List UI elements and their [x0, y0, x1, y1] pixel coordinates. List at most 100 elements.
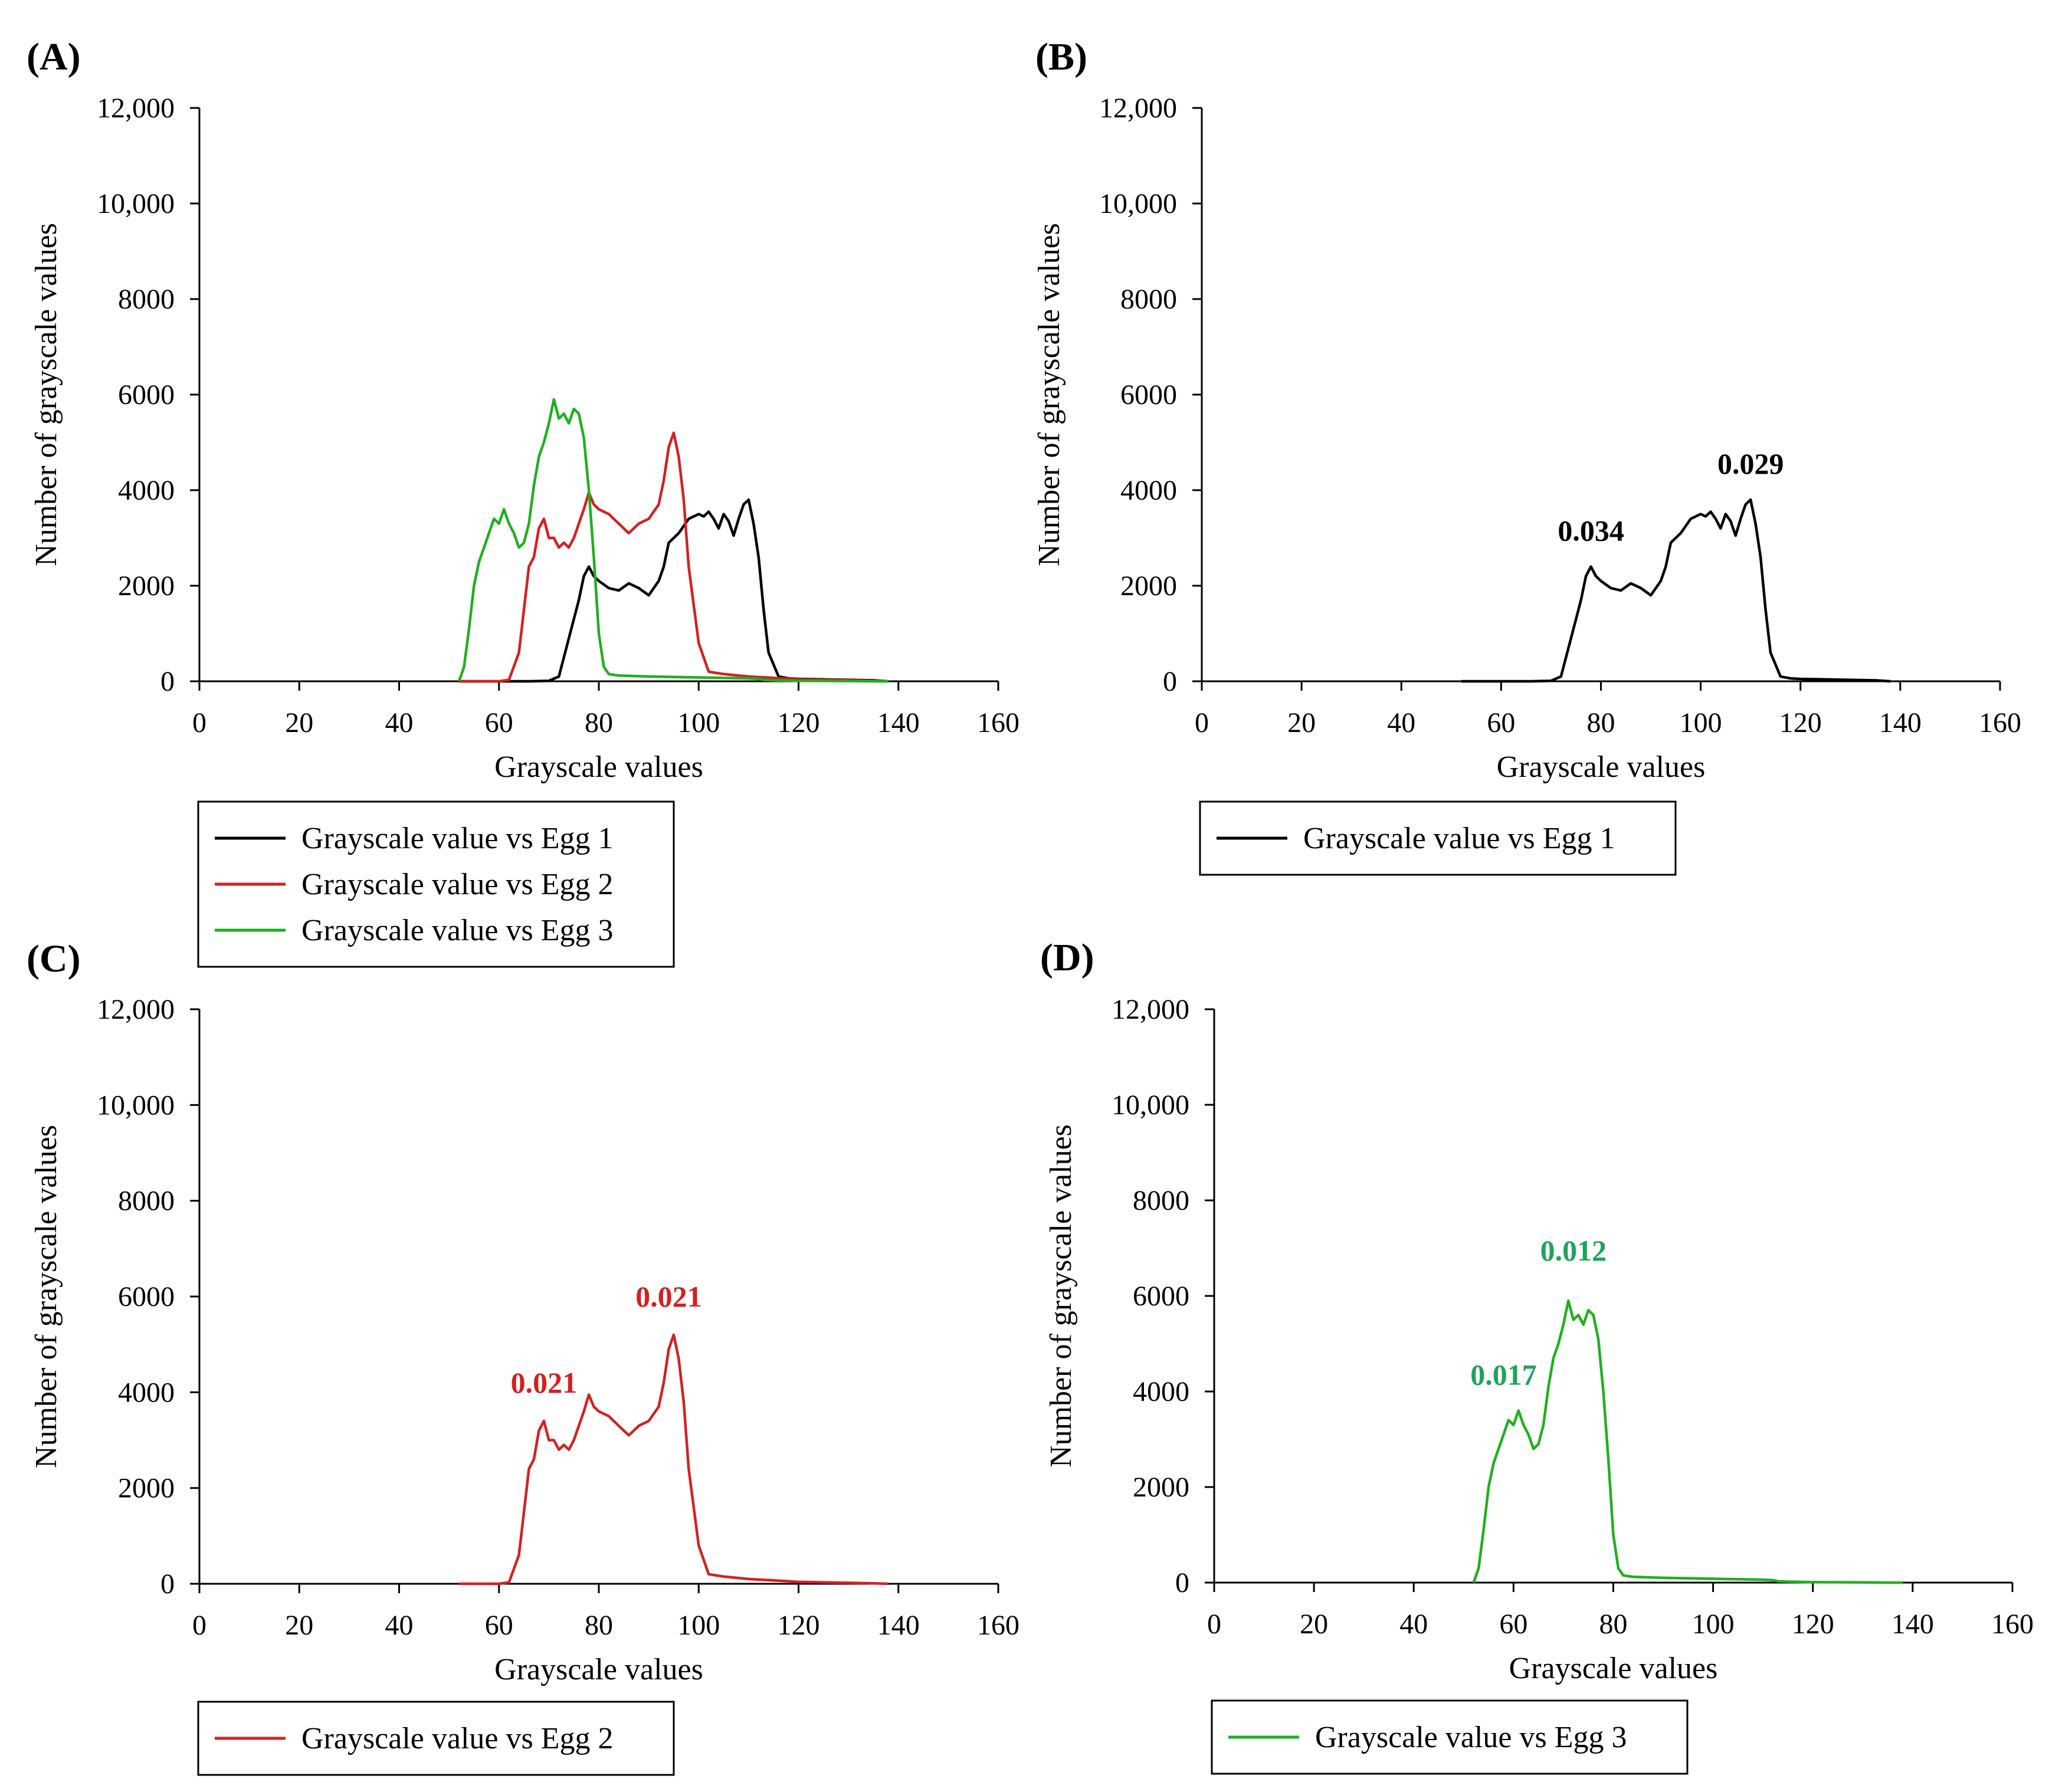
peak-annotation: 0.012 [1540, 1234, 1607, 1267]
legend-label: Grayscale value vs Egg 1 [301, 822, 613, 855]
panel-d: (D) 0 2000 4000 6000 8000 10,000 12,000 0 20 40 60 8… [1040, 936, 2034, 1775]
x-tick-label: 0 [1195, 707, 1209, 739]
legend-label: Grayscale value vs Egg 2 [301, 868, 613, 901]
y-tick-label: 8000 [118, 284, 175, 315]
x-tick-label: 40 [1387, 707, 1415, 739]
series-line-egg-3 [1472, 1299, 1903, 1584]
y-tick-label: 0 [160, 1568, 175, 1600]
y-tick-label: 6000 [118, 379, 175, 411]
x-tick-label: 20 [285, 707, 313, 739]
peak-annotation: 0.021 [511, 1366, 578, 1399]
y-tick-label: 4000 [118, 1377, 175, 1408]
x-tick-label: 100 [1692, 1609, 1735, 1640]
series-line-egg-2 [459, 1333, 889, 1586]
panel-b: (B) 0 2000 4000 6000 8000 10,000 12,000 0 20 40 60 8… [1032, 35, 2021, 876]
peak-annotation: 0.029 [1717, 447, 1784, 480]
y-tick-label: 4000 [118, 475, 175, 506]
legend: Grayscale value vs Egg 2 [197, 1701, 675, 1776]
y-tick-label: 2000 [118, 570, 175, 602]
y-axis-title: Number of grayscale values [29, 223, 63, 566]
y-axis-title: Number of grayscale values [1032, 223, 1066, 566]
y-tick-label: 0 [1163, 666, 1177, 697]
panel-label: (A) [27, 35, 81, 78]
x-tick-label: 0 [192, 1610, 206, 1641]
y-axis-title: Number of grayscale values [1044, 1124, 1078, 1468]
x-tick-label: 120 [1779, 707, 1822, 739]
x-axis-title: Grayscale values [1509, 1652, 1718, 1685]
x-tick-label: 140 [877, 1610, 920, 1641]
y-tick-label: 12,000 [97, 994, 175, 1025]
y-tick-label: 10,000 [1112, 1089, 1189, 1121]
x-tick-label: 40 [385, 707, 414, 739]
x-tick-label: 0 [1207, 1609, 1221, 1640]
y-tick-label: 6000 [1133, 1281, 1189, 1312]
x-tick-label: 140 [877, 707, 920, 739]
panel-c: (C) 0 2000 4000 6000 8000 10,000 12,000 0 20 40 60 8… [27, 937, 1019, 1776]
x-tick-label: 140 [1879, 707, 1922, 739]
x-tick-label: 160 [977, 707, 1019, 739]
x-tick-label: 100 [1680, 707, 1722, 739]
x-tick-label: 100 [677, 1610, 720, 1641]
x-tick-label: 40 [1399, 1609, 1428, 1640]
x-axis-title: Grayscale values [1497, 750, 1706, 784]
series-line-egg-1 [459, 498, 889, 683]
x-tick-label: 120 [778, 707, 820, 739]
x-tick-label: 160 [1979, 707, 2021, 739]
series-line-egg-3 [457, 398, 889, 683]
x-tick-label: 160 [977, 1610, 1019, 1641]
x-tick-label: 20 [285, 1610, 313, 1641]
legend-label: Grayscale value vs Egg 3 [301, 914, 613, 947]
x-tick-label: 80 [585, 1610, 613, 1641]
legend-label: Grayscale value vs Egg 3 [1315, 1721, 1627, 1754]
legend-label: Grayscale value vs Egg 2 [301, 1722, 613, 1755]
x-tick-label: 60 [1499, 1609, 1527, 1640]
legend: Grayscale value vs Egg 3 [1211, 1699, 1689, 1775]
series-line-egg-1 [1461, 498, 1891, 683]
y-tick-label: 0 [160, 666, 175, 697]
y-tick-label: 4000 [1120, 475, 1177, 506]
y-tick-label: 10,000 [1099, 188, 1177, 219]
x-tick-label: 20 [1300, 1609, 1328, 1640]
y-tick-label: 8000 [1120, 284, 1177, 315]
y-tick-label: 12,000 [1112, 994, 1189, 1025]
x-tick-label: 160 [1991, 1609, 2034, 1640]
y-tick-label: 12,000 [97, 93, 175, 124]
panel-label: (D) [1040, 936, 1094, 979]
y-tick-label: 6000 [1120, 379, 1177, 411]
x-tick-label: 60 [485, 707, 513, 739]
x-axis-title: Grayscale values [494, 750, 703, 784]
x-tick-label: 80 [1599, 1609, 1628, 1640]
legend: Grayscale value vs Egg 1 [1199, 800, 1677, 876]
legend-box [197, 800, 675, 968]
panel-label: (B) [1035, 35, 1087, 78]
legend-label: Grayscale value vs Egg 1 [1303, 822, 1615, 855]
x-tick-label: 20 [1287, 707, 1316, 739]
y-tick-label: 10,000 [97, 188, 175, 219]
y-axis-title: Number of grayscale values [29, 1125, 63, 1468]
x-tick-label: 120 [778, 1610, 820, 1641]
x-tick-label: 120 [1792, 1609, 1834, 1640]
y-tick-label: 0 [1175, 1567, 1189, 1599]
x-tick-label: 80 [585, 707, 613, 739]
panel-label: (C) [27, 937, 81, 980]
x-tick-label: 0 [192, 707, 206, 739]
y-tick-label: 4000 [1133, 1376, 1189, 1407]
x-tick-label: 80 [1587, 707, 1615, 739]
peak-annotation: 0.021 [635, 1280, 702, 1313]
legend: Grayscale value vs Egg 1 Grayscale value … [197, 800, 675, 968]
x-tick-label: 60 [485, 1610, 513, 1641]
y-tick-label: 12,000 [1099, 93, 1177, 124]
peak-annotation: 0.034 [1558, 514, 1624, 547]
y-tick-label: 8000 [118, 1186, 175, 1217]
y-tick-label: 8000 [1133, 1185, 1189, 1216]
x-axis-title: Grayscale values [494, 1653, 703, 1686]
x-tick-label: 60 [1487, 707, 1515, 739]
peak-annotation: 0.017 [1470, 1358, 1537, 1391]
x-tick-label: 140 [1891, 1609, 1934, 1640]
x-tick-label: 100 [677, 707, 720, 739]
series-line-egg-2 [459, 431, 889, 683]
y-tick-label: 2000 [1120, 570, 1177, 602]
y-tick-label: 2000 [118, 1473, 175, 1504]
y-tick-label: 10,000 [97, 1089, 175, 1121]
